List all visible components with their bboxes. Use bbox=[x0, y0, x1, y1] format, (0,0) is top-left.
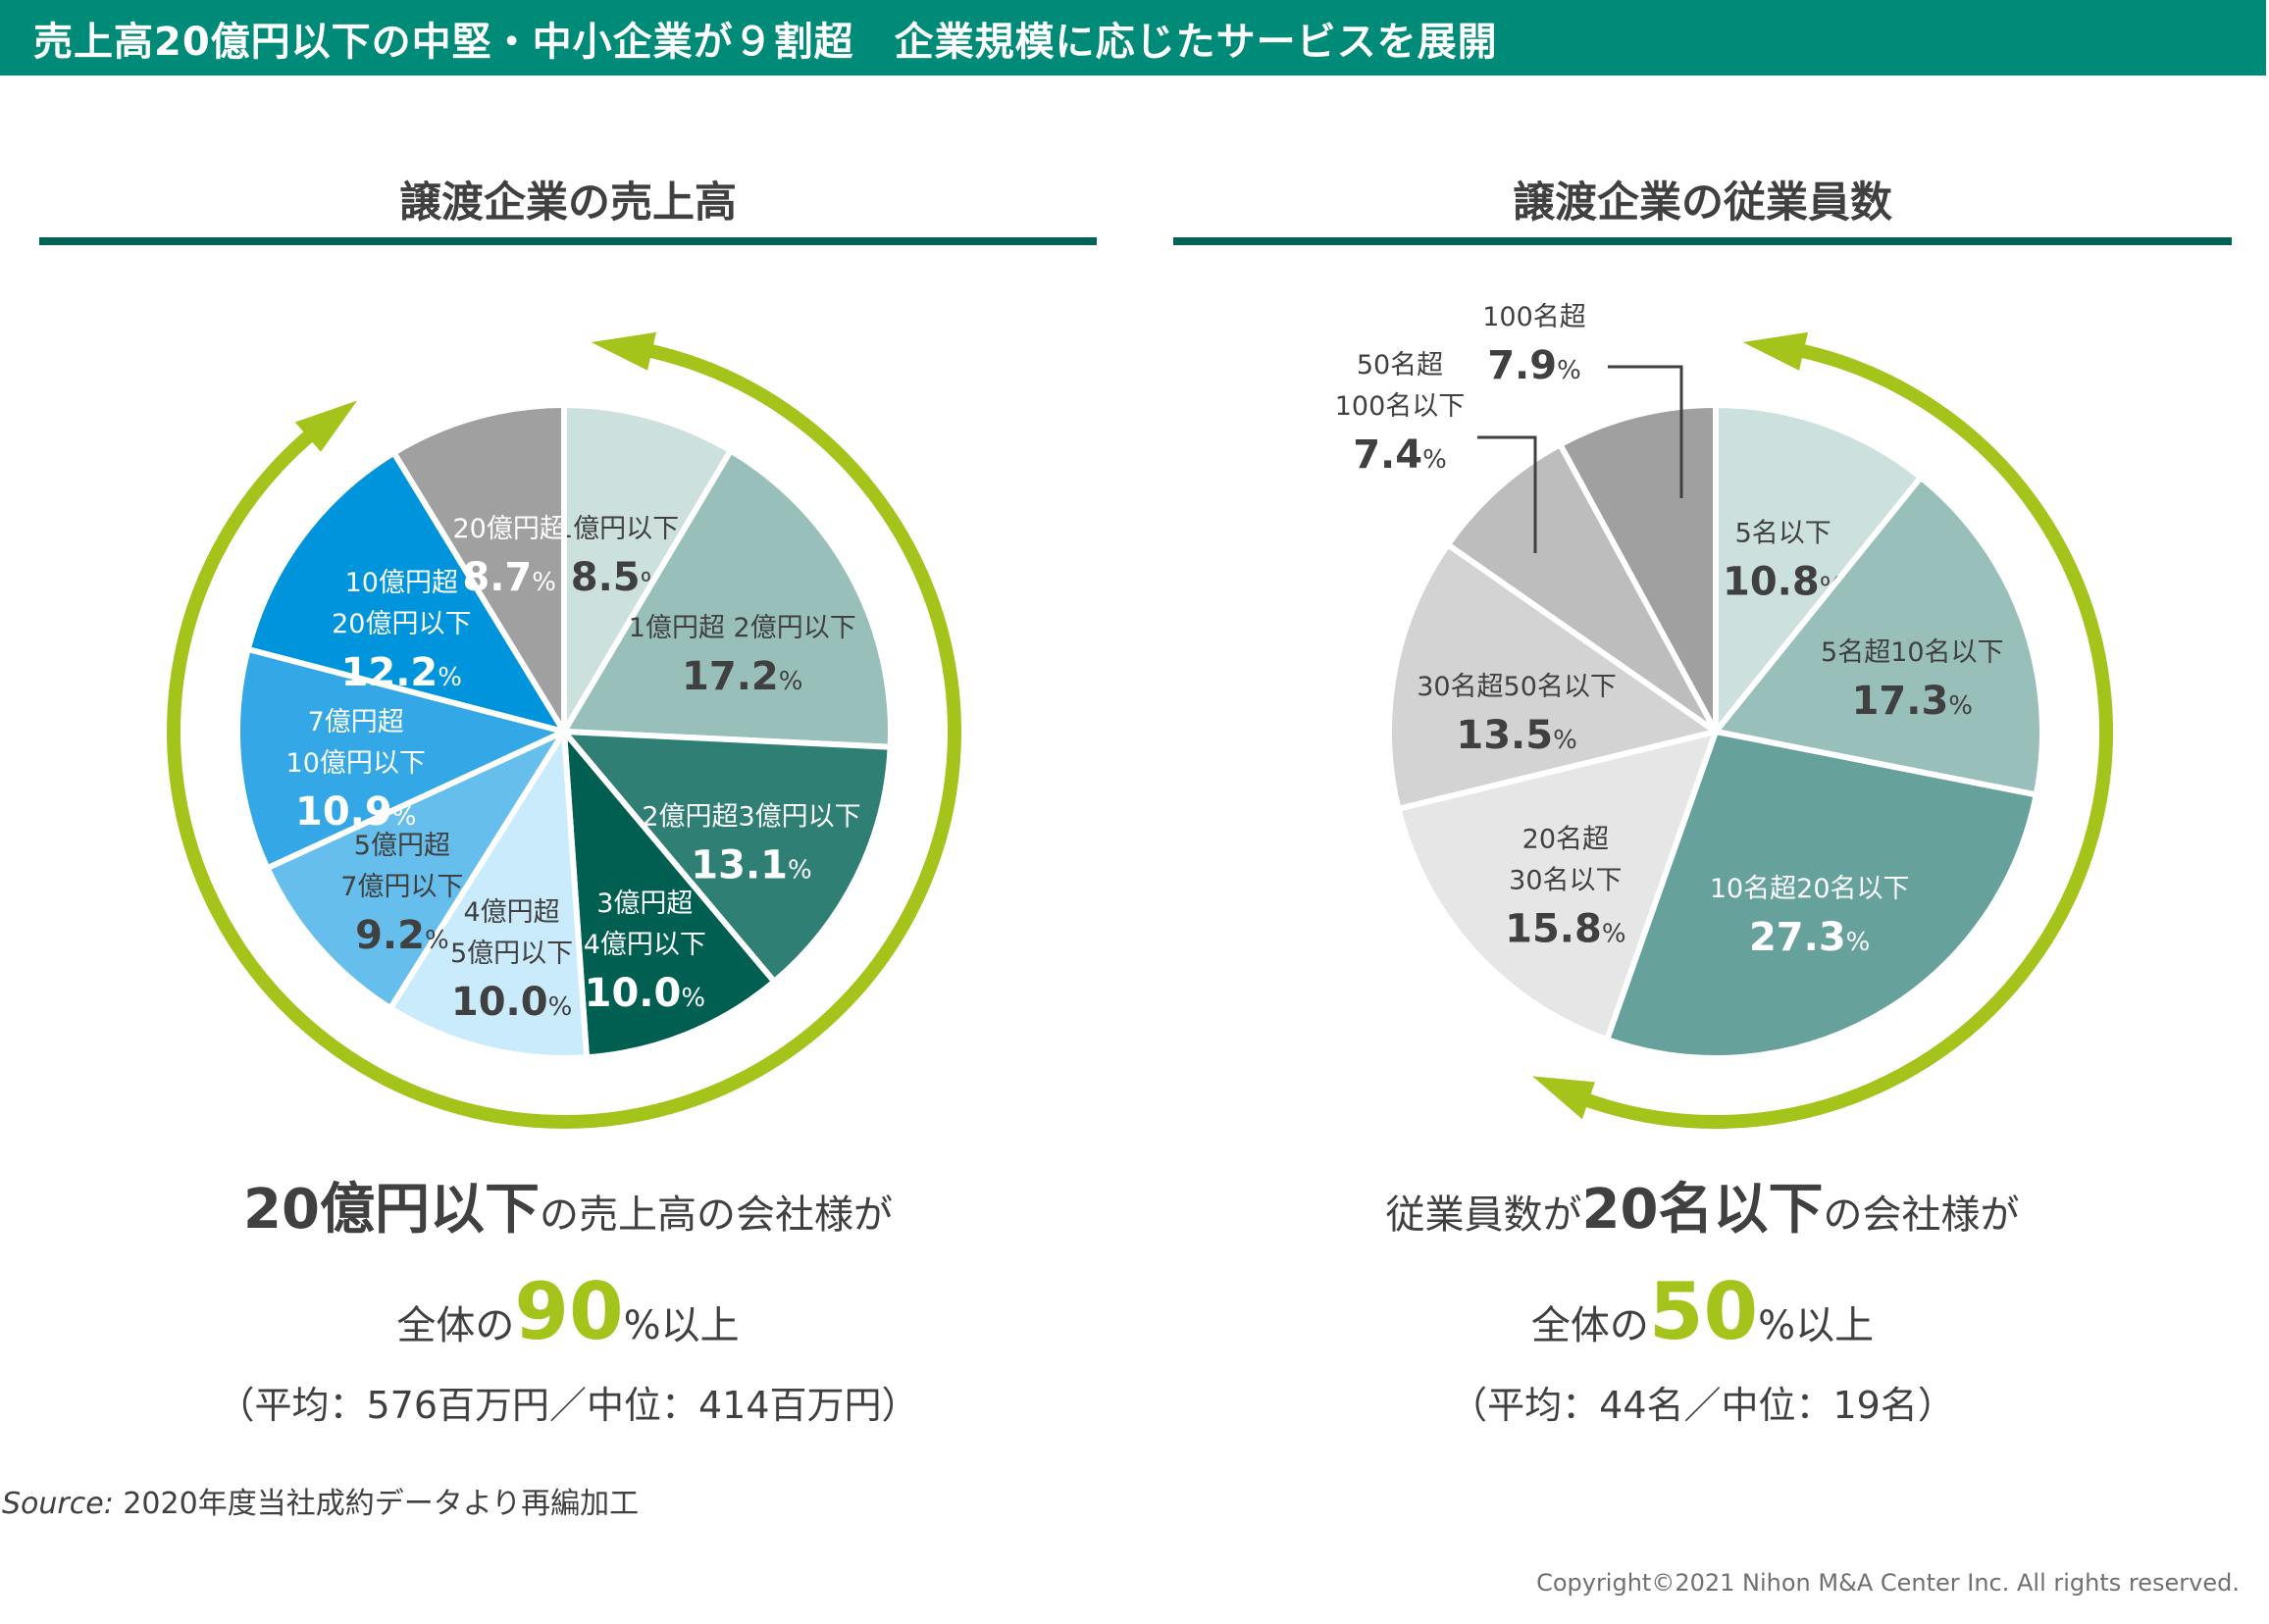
arrowhead-icon bbox=[591, 331, 657, 371]
pie-slice bbox=[389, 401, 567, 742]
summary-text: の売上高の会社様が bbox=[539, 1193, 893, 1238]
summary-text: %以上 bbox=[1758, 1303, 1875, 1348]
pie-slice bbox=[234, 645, 573, 873]
slice-label: 5名以下 bbox=[1735, 518, 1831, 548]
slice-label: 7億円以下 bbox=[340, 872, 463, 902]
employee-summary: 従業員数が20名以下の会社様が 全体の50%以上 （平均：44名／中位：19名） bbox=[1173, 1165, 2232, 1429]
slice-label: 3億円超 bbox=[596, 888, 693, 919]
slice-label: 4億円超 bbox=[463, 897, 559, 928]
pie-slice bbox=[1394, 727, 1721, 1043]
summary-text: 全体の bbox=[396, 1303, 515, 1348]
slice-label: 10名超20名以下 bbox=[1710, 874, 1910, 904]
section-divider bbox=[39, 237, 1097, 245]
summary-line1: 従業員数が20名以下の会社様が bbox=[1173, 1165, 2232, 1244]
pie-slice bbox=[557, 728, 894, 987]
summary-bold: 20名以下 bbox=[1581, 1178, 1824, 1242]
slice-value: 9.2% bbox=[355, 913, 449, 958]
slice-label: 5名超10名以下 bbox=[1821, 637, 2004, 668]
slice-value: 8.7% bbox=[462, 555, 556, 600]
slice-label: 2億円超3億円以下 bbox=[642, 802, 860, 833]
summary-text: 全体の bbox=[1530, 1303, 1649, 1348]
slice-value: 17.3% bbox=[1852, 679, 1973, 724]
slice-value: 27.3% bbox=[1749, 915, 1870, 960]
copyright: Copyright©2021 Nihon M&A Center Inc. All… bbox=[1536, 1569, 2240, 1597]
pie-slice bbox=[386, 722, 591, 1061]
pie-slice bbox=[1386, 540, 1724, 813]
chart-title-employees: 譲渡企業の従業員数 bbox=[1513, 178, 1892, 228]
summary-average-median: （平均：44名／中位：19名） bbox=[1450, 1384, 1955, 1427]
summary-line2: 全体の90%以上 bbox=[39, 1266, 1097, 1357]
source-label: Source: bbox=[2, 1487, 114, 1521]
slice-value: 15.8% bbox=[1505, 906, 1625, 951]
slice-label: 50名超 bbox=[1357, 350, 1443, 381]
slice-value: 13.5% bbox=[1456, 713, 1576, 758]
cycle-arrow bbox=[1567, 340, 2113, 1129]
slice-label: 20億円超 bbox=[452, 514, 565, 544]
slice-label: 1億円超 2億円以下 bbox=[629, 613, 856, 643]
pie-slice bbox=[560, 723, 779, 1061]
pie-slice bbox=[558, 446, 894, 750]
title-bar: 売上高20億円以下の中堅・中小企業が９割超 企業規模に応じたサービスを展開 bbox=[0, 0, 2266, 76]
slice-value: 10.9% bbox=[295, 789, 416, 835]
summary-line1: 20億円以下の売上高の会社様が bbox=[39, 1165, 1097, 1244]
pie-slice bbox=[1443, 440, 1719, 735]
slice-value: 7.9% bbox=[1487, 343, 1581, 388]
cycle-arrow bbox=[167, 340, 961, 1129]
callout-leader-line bbox=[1608, 365, 1683, 498]
slice-label: 30名超50名以下 bbox=[1417, 672, 1617, 702]
summary-line2: 全体の50%以上 bbox=[1173, 1266, 2232, 1357]
slice-value: 17.2% bbox=[682, 654, 802, 699]
section-divider bbox=[1173, 237, 2232, 245]
slice-label: 5億円超 bbox=[354, 831, 450, 861]
pie-slice bbox=[1713, 401, 1926, 740]
slice-label: 7億円超 bbox=[308, 707, 404, 737]
chart-title-revenue: 譲渡企業の売上高 bbox=[399, 178, 737, 228]
slice-label: 30名以下 bbox=[1509, 865, 1622, 895]
summary-text: 従業員数が bbox=[1385, 1193, 1582, 1238]
source-note: Source: 2020年度当社成約データより再編加工 bbox=[2, 1479, 639, 1522]
page-title: 売上高20億円以下の中堅・中小企業が９割超 企業規模に応じたサービスを展開 bbox=[33, 20, 1498, 65]
slice-label: 20名超 bbox=[1522, 824, 1609, 854]
slice-label: 4億円以下 bbox=[584, 930, 706, 960]
slice-value: 12.2% bbox=[341, 650, 462, 695]
summary-bold: 20億円以下 bbox=[243, 1178, 540, 1242]
slice-label: 100名超 bbox=[1482, 302, 1586, 332]
slice-label: 1億円以下 bbox=[556, 514, 679, 544]
pie-slice bbox=[1603, 728, 2040, 1061]
slice-label: 10億円以下 bbox=[286, 748, 426, 779]
summary-highlight: 50 bbox=[1648, 1266, 1759, 1357]
pie-slice bbox=[561, 401, 735, 742]
arrowhead-icon bbox=[1742, 331, 1809, 371]
summary-text: %以上 bbox=[623, 1303, 740, 1348]
pie-slice bbox=[1710, 473, 2045, 798]
slice-value: 10.0% bbox=[585, 971, 705, 1016]
summary-average-median: （平均：576百万円／中位：414百万円） bbox=[217, 1384, 919, 1427]
arrowhead-icon bbox=[1532, 1076, 1595, 1120]
pie-slice bbox=[1556, 401, 1719, 734]
slice-value: 10.0% bbox=[451, 980, 572, 1025]
slice-label: 5億円以下 bbox=[450, 939, 573, 969]
arrowhead-icon bbox=[294, 400, 358, 452]
source-text: 2020年度当社成約データより再編加工 bbox=[113, 1487, 640, 1521]
callout-leader-line bbox=[1477, 435, 1537, 553]
slice-label: 20億円以下 bbox=[332, 609, 471, 639]
slice-label: 10億円超 bbox=[345, 568, 458, 598]
pie-slice bbox=[263, 725, 572, 1013]
pie-slice bbox=[244, 448, 571, 736]
revenue-summary: 20億円以下の売上高の会社様が 全体の90%以上 （平均：576百万円／中位：4… bbox=[39, 1165, 1097, 1429]
summary-highlight: 90 bbox=[514, 1266, 624, 1357]
employee-pie: 5名以下10.8%5名超10名以下17.3%10名超20名以下27.3%20名超… bbox=[1335, 302, 2113, 1129]
slice-value: 7.4% bbox=[1353, 432, 1447, 478]
slice-value: 13.1% bbox=[691, 843, 811, 888]
summary-text: の会社様が bbox=[1823, 1193, 2020, 1238]
slice-label: 100名以下 bbox=[1335, 391, 1466, 422]
